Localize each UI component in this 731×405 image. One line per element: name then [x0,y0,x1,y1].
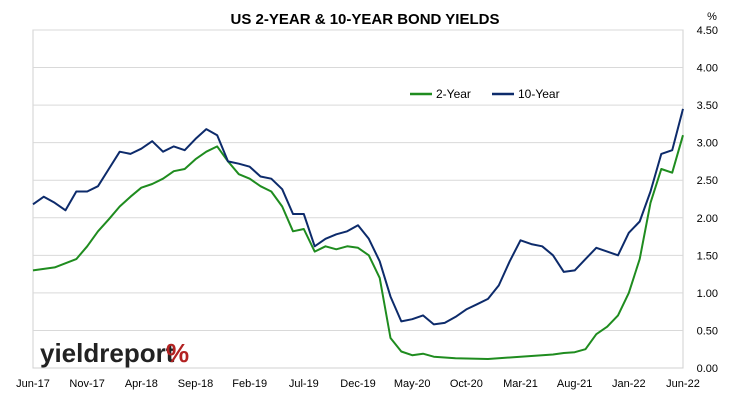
watermark-text: yieldreport [40,338,175,368]
y-tick-label: 4.00 [697,63,718,75]
x-tick-label: Sep-18 [178,378,213,390]
y-tick-label: 4.50 [697,25,718,37]
series-line-2-year [32,134,684,360]
chart-title: US 2-YEAR & 10-YEAR BOND YIELDS [231,11,500,28]
y-tick-label: 0.00 [697,363,718,375]
y-tick-label: 2.50 [697,175,718,187]
x-tick-label: Jun-22 [666,378,700,390]
y-tick-label: 0.50 [697,325,718,337]
y-tick-label: 1.50 [697,250,718,262]
y-tick-label: 3.00 [697,138,718,150]
x-tick-label: May-20 [394,378,431,390]
x-axis: Jun-17 Nov-17 Apr-18 Sep-18 Feb-19 Jul-19 Dec-… [16,378,700,390]
y-tick-label: 2.00 [697,213,718,225]
watermark-symbol: % [166,338,189,368]
x-tick-label: Mar-21 [503,378,538,390]
x-tick-label: Jul-19 [289,378,319,390]
x-tick-label: Jun-17 [16,378,50,390]
y-axis-unit: % [707,11,717,23]
x-tick-label: Aug-21 [557,378,592,390]
x-tick-label: Jan-22 [612,378,646,390]
legend-label: 2-Year [436,87,471,101]
watermark-logo: yieldreport % [40,338,189,368]
y-tick-label: 1.00 [697,288,718,300]
series-line-10-year [32,108,684,326]
y-tick-label: 3.50 [697,100,718,112]
x-tick-label: Apr-18 [125,378,158,390]
legend-label: 10-Year [518,87,560,101]
legend: 2-Year 10-Year [410,87,560,101]
x-tick-label: Nov-17 [69,378,104,390]
x-tick-label: Feb-19 [232,378,267,390]
x-tick-label: Dec-19 [340,378,375,390]
y-axis: 0.00 0.50 1.00 1.50 2.00 2.50 3.00 3.50 4.00 4.50 [697,25,718,375]
x-tick-label: Oct-20 [450,378,483,390]
series-lines [32,108,684,360]
grid [33,29,683,331]
